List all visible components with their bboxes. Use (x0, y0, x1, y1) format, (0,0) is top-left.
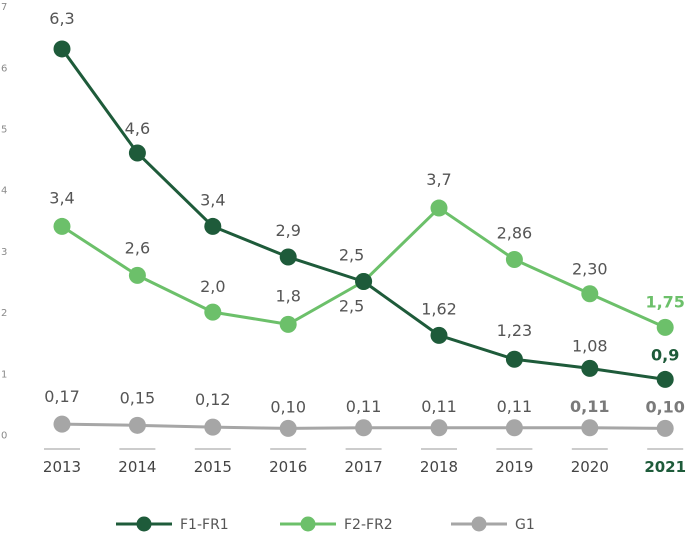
data-label-g1: 0,11 (570, 397, 609, 416)
data-label-g1: 0,12 (195, 390, 231, 409)
data-point-f2-fr2 (505, 250, 523, 268)
legend-swatch-marker (136, 516, 152, 532)
legend-swatch-marker (300, 516, 316, 532)
data-point-f1-fr1 (204, 217, 222, 235)
y-tick-label: 0 (1, 431, 7, 442)
data-point-g1 (656, 419, 674, 437)
data-label-f2-fr2: 2,86 (497, 223, 533, 242)
legend-swatch-marker (471, 516, 487, 532)
data-point-f2-fr2 (128, 266, 146, 284)
x-tick-label: 2019 (495, 458, 533, 476)
y-tick-label: 5 (1, 125, 7, 136)
data-label-g1: 0,10 (645, 397, 684, 416)
data-point-f2-fr2 (430, 199, 448, 217)
x-tick-label: 2016 (269, 458, 307, 476)
data-label-f2-fr2: 1,8 (275, 286, 300, 305)
data-point-f2-fr2 (581, 285, 599, 303)
data-point-f1-fr1 (53, 40, 71, 58)
data-point-f2-fr2 (53, 217, 71, 235)
y-tick-label: 2 (1, 308, 7, 319)
data-label-g1: 0,15 (120, 388, 156, 407)
data-label-f2-fr2: 3,4 (49, 188, 74, 207)
data-point-g1 (128, 416, 146, 434)
data-point-f2-fr2 (279, 315, 297, 333)
data-label-f2-fr2: 2,0 (200, 277, 225, 296)
data-point-g1 (505, 419, 523, 437)
data-point-f1-fr1 (128, 144, 146, 162)
data-point-f2-fr2 (204, 303, 222, 321)
data-label-f1-fr1: 0,9 (651, 345, 679, 364)
data-point-f1-fr1 (355, 273, 373, 290)
series-line-f1-fr1 (60, 47, 667, 381)
x-tick-label: 2021 (644, 458, 686, 476)
data-point-g1 (581, 419, 599, 437)
y-tick-label: 4 (1, 186, 7, 197)
data-point-f1-fr1 (279, 248, 297, 266)
data-label-f1-fr1: 1,08 (572, 336, 608, 355)
legend-label: G1 (515, 517, 535, 533)
data-label-f1-fr1: 2,9 (275, 221, 300, 240)
data-label-f2-fr2: 2,5 (339, 297, 364, 316)
data-label-f1-fr1: 6,3 (49, 9, 74, 28)
data-label-g1: 0,11 (497, 397, 533, 416)
x-tick-label: 2018 (420, 458, 458, 476)
data-point-f1-fr1 (656, 370, 674, 388)
x-tick-label: 2020 (571, 458, 609, 476)
legend-label: F2-FR2 (344, 517, 393, 533)
data-label-g1: 0,11 (421, 397, 457, 416)
y-tick-label: 1 (1, 369, 7, 380)
data-label-g1: 0,17 (44, 387, 80, 406)
data-label-f2-fr2: 3,7 (426, 170, 451, 189)
data-label-g1: 0,11 (346, 397, 382, 416)
y-tick-label: 6 (1, 63, 7, 74)
data-label-f1-fr1: 1,62 (421, 299, 457, 318)
data-point-f1-fr1 (581, 359, 599, 377)
data-point-g1 (53, 415, 71, 433)
y-tick-label: 7 (1, 2, 7, 13)
x-tick-label: 2015 (194, 458, 232, 476)
data-label-f1-fr1: 3,4 (200, 190, 225, 209)
y-tick-label: 3 (1, 247, 7, 258)
data-label-f2-fr2: 1,75 (645, 292, 684, 311)
data-point-g1 (204, 418, 222, 436)
data-point-g1 (279, 419, 297, 437)
data-point-f1-fr1 (430, 326, 448, 344)
data-label-f2-fr2: 2,30 (572, 260, 608, 279)
x-tick-label: 2017 (345, 458, 383, 476)
data-label-g1: 0,10 (270, 397, 306, 416)
data-label-f1-fr1: 1,23 (497, 321, 533, 340)
legend-label: F1-FR1 (180, 517, 229, 533)
data-point-f2-fr2 (656, 318, 674, 336)
data-label-f1-fr1: 4,6 (125, 119, 150, 138)
data-point-g1 (355, 419, 373, 437)
data-point-f1-fr1 (505, 350, 523, 368)
x-tick-label: 2014 (118, 458, 156, 476)
x-tick-label: 2013 (43, 458, 81, 476)
data-label-f1-fr1: 2,5 (339, 246, 364, 265)
data-label-f2-fr2: 2,6 (125, 238, 150, 257)
data-point-g1 (430, 419, 448, 437)
